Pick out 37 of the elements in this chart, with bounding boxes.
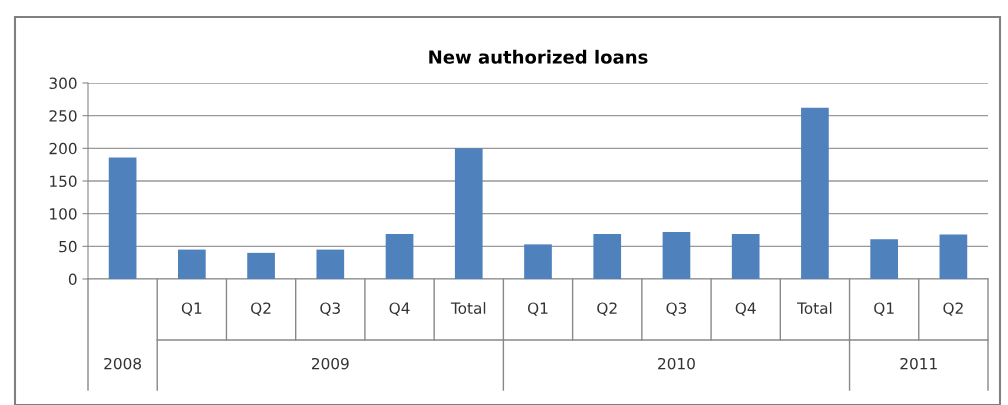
x-tick-label: Q4: [735, 302, 756, 316]
text: 2009: [311, 357, 349, 370]
y-tick-label: 50: [59, 240, 77, 253]
x-tick-label: Q3: [320, 302, 340, 316]
bar: [316, 249, 345, 279]
bar: [385, 233, 414, 279]
x-tick-label: Q4: [389, 302, 410, 316]
x-tick-label: Q2: [251, 302, 271, 316]
text: 2008: [104, 357, 142, 370]
bar: [662, 231, 691, 279]
bar: [801, 107, 829, 279]
bar: [731, 233, 760, 279]
y-tick-label: 300: [49, 77, 77, 90]
bar: [247, 252, 275, 279]
x-tick-label: Q1: [181, 302, 202, 316]
x-tick-label: Q1: [874, 302, 894, 316]
bar: [454, 148, 483, 279]
bar: [593, 233, 622, 279]
bar: [178, 249, 206, 279]
y-tick-label: 100: [50, 208, 77, 220]
y-tick-label: 150: [50, 175, 77, 188]
y-tick-label: 200: [49, 142, 77, 155]
bar: [870, 239, 898, 279]
y-tick-label: 250: [49, 110, 77, 122]
text: 2010: [658, 357, 695, 370]
bar: [939, 234, 968, 279]
x-tick-label: Q2: [943, 302, 963, 316]
text: 2011: [900, 357, 937, 370]
x-tick-label: Q3: [666, 302, 687, 316]
x-tick-label: Q1: [527, 302, 548, 316]
x-tick-label: Total: [797, 302, 832, 314]
x-tick-label: Q2: [597, 302, 617, 316]
bar: [524, 244, 552, 279]
bar: [108, 157, 137, 279]
chart-title: New authorized loans: [429, 49, 648, 64]
y-tick-label: 0: [68, 273, 77, 286]
x-tick-label: Total: [450, 302, 486, 314]
